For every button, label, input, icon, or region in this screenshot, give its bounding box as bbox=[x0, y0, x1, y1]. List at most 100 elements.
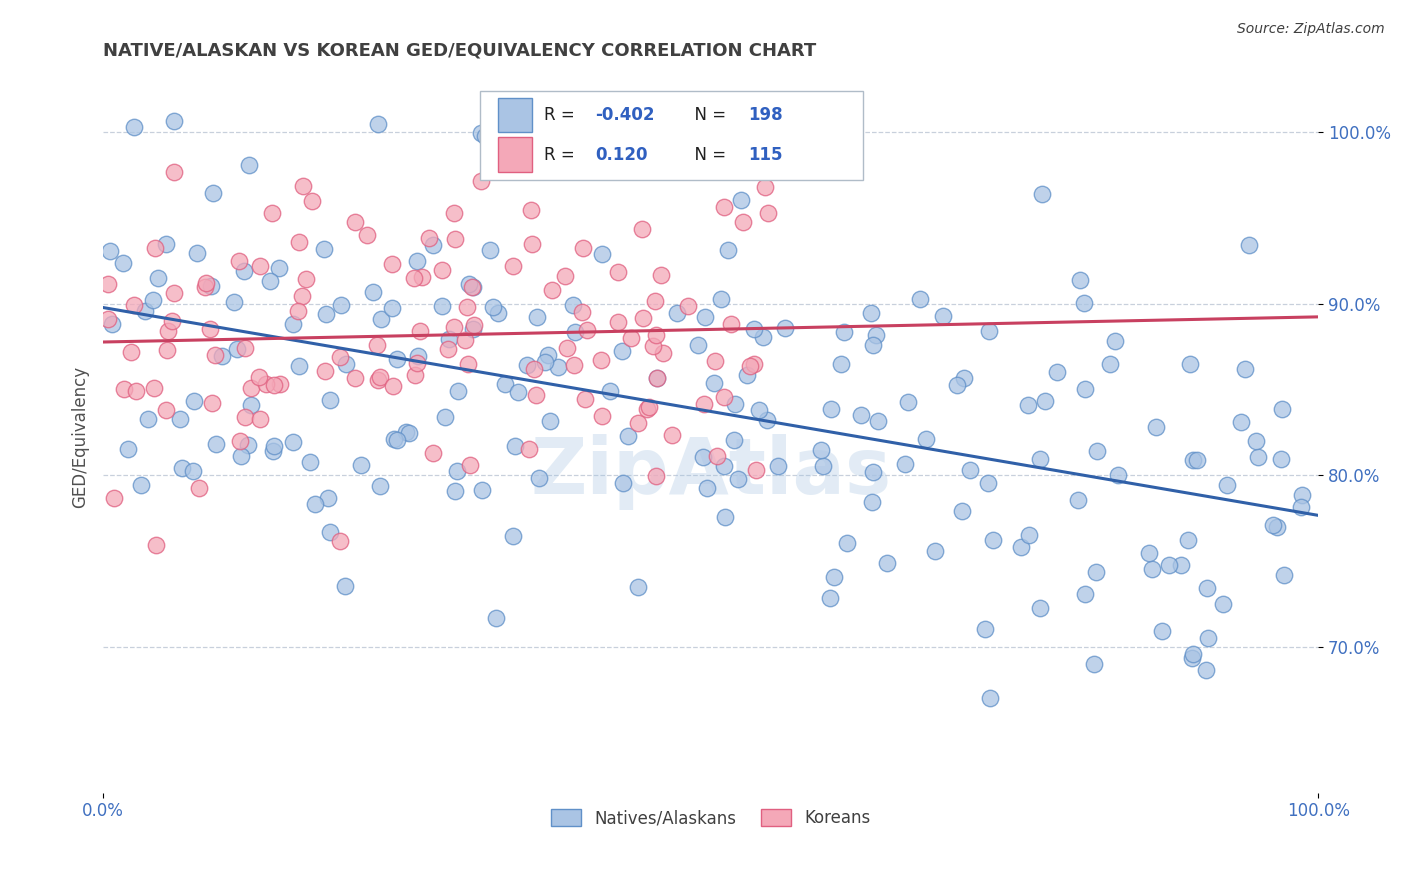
Point bbox=[1233, 361, 1256, 376]
Point bbox=[103, 491, 125, 505]
Point bbox=[229, 434, 252, 448]
Point bbox=[502, 529, 524, 543]
Point bbox=[742, 322, 765, 336]
Point bbox=[437, 343, 460, 357]
Point bbox=[1237, 238, 1260, 252]
Point bbox=[1159, 558, 1181, 572]
Point bbox=[291, 289, 314, 303]
Point bbox=[269, 376, 291, 391]
Point bbox=[810, 443, 832, 458]
Point bbox=[1182, 453, 1205, 467]
Point bbox=[406, 356, 429, 370]
Point bbox=[319, 524, 342, 539]
Text: 0.120: 0.120 bbox=[595, 145, 648, 163]
Point bbox=[591, 246, 613, 260]
Point bbox=[1067, 492, 1090, 507]
Point bbox=[233, 409, 256, 424]
Point bbox=[915, 432, 938, 446]
Point bbox=[134, 304, 156, 318]
Point bbox=[288, 235, 311, 249]
Point bbox=[693, 397, 716, 411]
Point bbox=[835, 536, 858, 550]
Point bbox=[198, 322, 221, 336]
Point bbox=[344, 371, 367, 385]
Text: -0.402: -0.402 bbox=[595, 106, 655, 124]
Point bbox=[1107, 468, 1129, 483]
Point bbox=[723, 433, 745, 447]
Point bbox=[204, 348, 226, 362]
Point bbox=[287, 304, 309, 318]
Point bbox=[411, 270, 433, 285]
Point bbox=[541, 283, 564, 297]
Point bbox=[100, 317, 122, 331]
Point bbox=[163, 114, 186, 128]
Text: NATIVE/ALASKAN VS KOREAN GED/EQUIVALENCY CORRELATION CHART: NATIVE/ALASKAN VS KOREAN GED/EQUIVALENCY… bbox=[103, 42, 817, 60]
Point bbox=[714, 510, 737, 524]
Point bbox=[344, 215, 367, 229]
Point bbox=[1187, 453, 1209, 467]
Point bbox=[740, 359, 762, 373]
Point bbox=[260, 205, 283, 219]
Point bbox=[977, 324, 1000, 338]
Point bbox=[263, 440, 285, 454]
Point bbox=[713, 200, 735, 214]
Point bbox=[818, 591, 841, 606]
Point bbox=[329, 351, 352, 365]
Point bbox=[665, 306, 688, 320]
Point bbox=[122, 120, 145, 134]
Point bbox=[143, 381, 166, 395]
Point bbox=[974, 622, 997, 636]
Point bbox=[281, 317, 304, 331]
Point bbox=[537, 348, 560, 362]
Point bbox=[641, 339, 664, 353]
Point bbox=[350, 458, 373, 472]
Point bbox=[692, 450, 714, 464]
Point bbox=[1144, 420, 1167, 434]
Point bbox=[751, 330, 773, 344]
Point bbox=[145, 538, 167, 552]
Point bbox=[704, 354, 727, 368]
Point bbox=[627, 416, 650, 430]
Point bbox=[156, 343, 179, 357]
Point bbox=[422, 237, 444, 252]
Point bbox=[299, 455, 322, 469]
Point bbox=[1085, 565, 1108, 579]
Point bbox=[631, 311, 654, 326]
Point bbox=[1195, 663, 1218, 677]
Point bbox=[422, 445, 444, 459]
Point bbox=[766, 459, 789, 474]
Point bbox=[169, 411, 191, 425]
Point bbox=[398, 425, 420, 440]
Point bbox=[1073, 296, 1095, 310]
Point bbox=[404, 270, 426, 285]
Point bbox=[506, 385, 529, 400]
Point bbox=[97, 312, 120, 326]
Point bbox=[636, 402, 658, 417]
Point bbox=[503, 439, 526, 453]
Point bbox=[238, 158, 260, 172]
Point bbox=[733, 215, 755, 229]
Point bbox=[201, 186, 224, 200]
Point bbox=[1074, 382, 1097, 396]
Point bbox=[461, 280, 484, 294]
Point bbox=[249, 412, 271, 426]
Point bbox=[524, 388, 547, 402]
Text: R =: R = bbox=[544, 145, 585, 163]
Point bbox=[606, 265, 628, 279]
Text: ZipAtlas: ZipAtlas bbox=[530, 434, 891, 510]
Point bbox=[181, 464, 204, 478]
Point bbox=[647, 371, 669, 385]
Point bbox=[924, 544, 946, 558]
Point bbox=[314, 363, 336, 377]
Point bbox=[211, 350, 233, 364]
Point bbox=[526, 310, 548, 324]
Point bbox=[229, 450, 252, 464]
Point bbox=[186, 246, 208, 260]
Point bbox=[1291, 488, 1313, 502]
Point bbox=[1195, 582, 1218, 596]
Point bbox=[620, 331, 643, 345]
Point bbox=[404, 368, 426, 382]
Point bbox=[832, 325, 855, 339]
Point bbox=[754, 180, 776, 194]
Point bbox=[517, 442, 540, 456]
